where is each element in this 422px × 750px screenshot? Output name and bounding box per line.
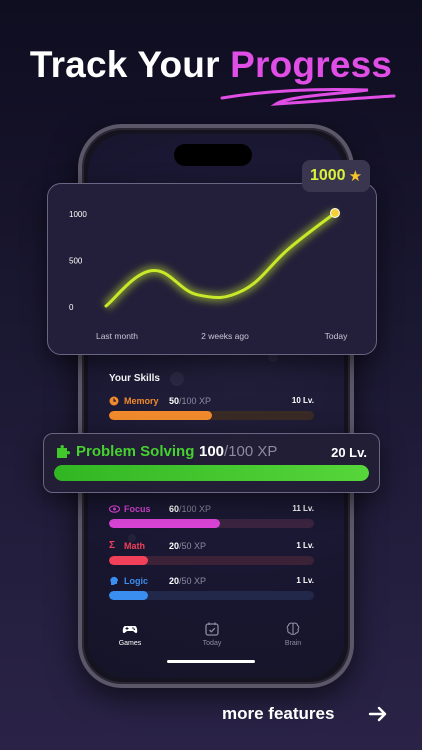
skill-name: Focus: [124, 504, 151, 514]
progress-chart-card: 1000 500 0 Last month 2 weeks ago Today: [47, 183, 377, 355]
progress-chart: 1000 500 0 Last month 2 weeks ago Today: [69, 208, 348, 341]
skill-row-math[interactable]: Σ Math 20/50 XP 1 Lv.: [109, 540, 314, 565]
star-icon: ★: [348, 168, 363, 185]
skill-xp: 50/100 XP: [169, 396, 212, 406]
progress-fill: [109, 556, 148, 565]
headline-accent: Progress: [230, 44, 393, 85]
y-tick-label: 0: [69, 303, 74, 312]
dynamic-island: [174, 144, 252, 166]
y-tick-label: 500: [69, 257, 83, 266]
brain-icon: [286, 622, 300, 635]
progress-fill: [109, 519, 220, 528]
squiggle-decoration: [220, 87, 396, 106]
calendar-icon: [205, 622, 219, 636]
clock-icon: [109, 396, 119, 406]
featured-progress-track: [54, 465, 369, 481]
headline-text: Track Your: [29, 44, 220, 85]
progress-fill: [109, 591, 148, 600]
eye-icon: [108, 504, 121, 514]
progress-track: [109, 519, 314, 528]
featured-progress-fill: [54, 465, 369, 481]
skill-row-memory[interactable]: Memory 50/100 XP 10 Lv.: [109, 395, 314, 420]
featured-skill-xp: 100/100 XP: [199, 443, 278, 460]
tab-label: Today: [202, 640, 222, 647]
skill-xp: 20/50 XP: [169, 576, 207, 586]
xp-badge: 1000 ★: [302, 160, 370, 192]
more-features-link[interactable]: more features: [222, 704, 335, 723]
arrow-right-icon[interactable]: [368, 705, 388, 723]
tab-label: Games: [118, 640, 142, 647]
featured-skill-name: Problem Solving: [76, 443, 195, 460]
skills-title: Your Skills: [109, 373, 160, 384]
headline: Track Your Progress: [0, 44, 422, 86]
series-line: [104, 211, 337, 308]
skill-level: 10 Lv.: [291, 396, 314, 405]
series-line-glow: [102, 209, 339, 310]
xp-value: 1000: [309, 167, 346, 184]
tab-brain[interactable]: Brain: [263, 615, 323, 647]
skill-name: Math: [124, 541, 145, 551]
x-tick-label: 2 weeks ago: [201, 331, 249, 341]
skill-row-logic[interactable]: Logic 20/50 XP 1 Lv.: [109, 575, 314, 600]
y-tick-label: 1000: [69, 210, 87, 219]
skill-level: 1 Lv.: [296, 576, 314, 585]
problem-solving-card[interactable]: Problem Solving 100/100 XP 20 Lv.: [43, 433, 380, 493]
skill-row-focus[interactable]: Focus 60/100 XP 11 Lv.: [108, 503, 314, 528]
puzzle-icon: [56, 444, 71, 462]
skill-name: Logic: [124, 576, 148, 586]
progress-track: [109, 591, 314, 600]
sigma-icon: Σ: [109, 540, 116, 551]
tab-today[interactable]: Today: [182, 615, 242, 647]
x-tick-label: Last month: [96, 331, 138, 341]
tab-games[interactable]: Games: [100, 615, 160, 647]
skill-xp: 20/50 XP: [169, 541, 207, 551]
progress-track: [109, 411, 314, 420]
data-point: [330, 208, 340, 218]
skill-level: 1 Lv.: [296, 541, 314, 550]
skill-xp: 60/100 XP: [169, 504, 212, 514]
x-tick-label: Today: [325, 331, 348, 341]
tab-label: Brain: [284, 640, 302, 647]
skill-name: Memory: [124, 396, 159, 406]
tab-bar: Games Today Brain: [92, 615, 332, 655]
featured-skill-level: 20 Lv.: [331, 445, 367, 460]
progress-fill: [109, 411, 212, 420]
gamepad-icon: [122, 626, 138, 634]
home-indicator: [167, 660, 255, 663]
skill-level: 11 Lv.: [292, 504, 314, 513]
head-icon: [109, 576, 119, 586]
progress-track: [109, 556, 314, 565]
